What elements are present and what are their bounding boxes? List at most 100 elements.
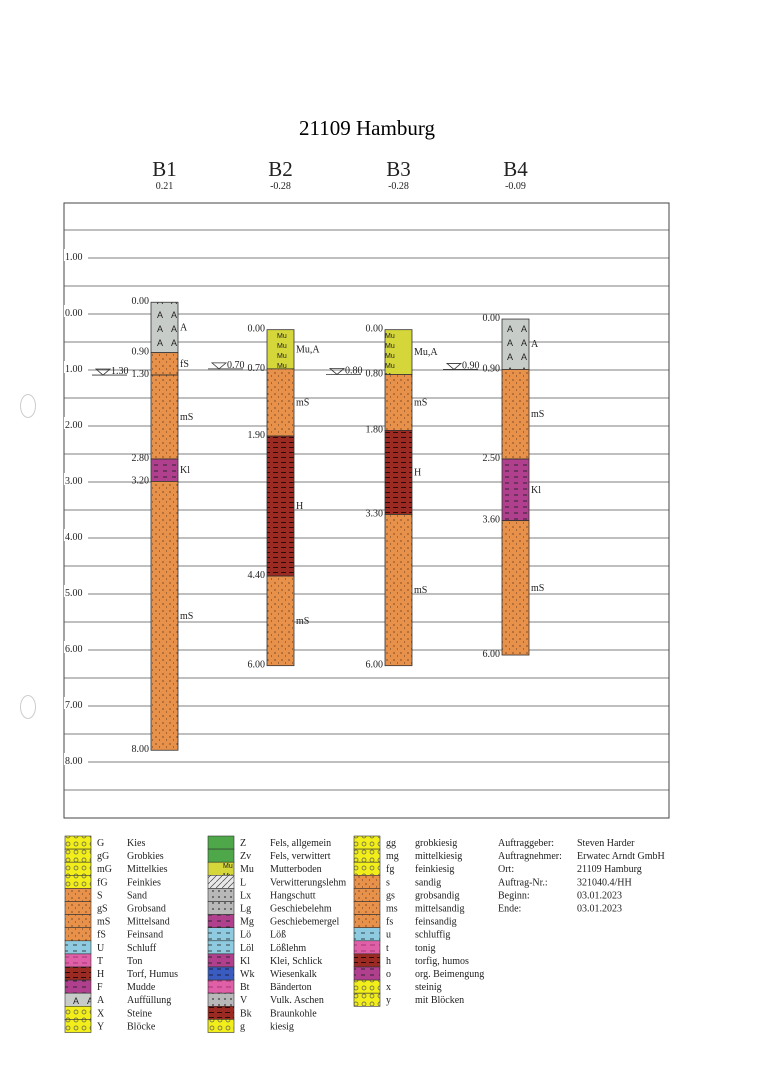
legend-swatch-gravel [64, 874, 92, 889]
info-value: 03.01.2023 [577, 904, 622, 915]
legend-name: schluffig [415, 930, 450, 941]
depth-label: 2.50 [483, 453, 501, 464]
legend-swatch-peat [207, 1005, 235, 1020]
legend-swatch-clay [207, 979, 235, 994]
borehole-b2: B2-0.28 0.00 0.70 Mu,A 1.90 mS 4.40 H 6.00 mS 0.70 [208, 157, 320, 671]
axis-tick-label: 4.00 [65, 532, 83, 543]
legend-name: Fels, verwittert [270, 851, 331, 862]
groundwater-level: 0.80 [326, 365, 363, 376]
legend-swatch-gravel [64, 861, 92, 876]
soil-code-label: mS [531, 583, 544, 594]
legend-item: mG Mittelkies [64, 861, 168, 876]
legend-name: Wiesenkalk [270, 969, 317, 980]
soil-layer-mud [150, 458, 179, 482]
legend-swatch-grey [207, 901, 235, 915]
soil-layer-mud [501, 458, 530, 522]
depth-label: 1.90 [248, 430, 266, 441]
legend-name: grobsandig [415, 890, 459, 901]
legend-name: mit Blöcken [415, 995, 464, 1006]
legend-item: X Steine [64, 1005, 153, 1020]
soil-code-label: H [296, 501, 303, 512]
legend-name: Steine [127, 1008, 153, 1019]
legend-name: Grobkies [127, 851, 164, 862]
water-level-triangle-icon [94, 368, 112, 376]
legend-code: fS [97, 930, 106, 941]
legend-swatch-hatch [207, 874, 235, 889]
legend-item: g kiesig [207, 1019, 294, 1033]
soil-layer-sand [501, 369, 530, 460]
borehole-elevation: -0.28 [270, 181, 291, 192]
depth-label: 6.00 [483, 649, 501, 660]
legend-swatch-gravel [353, 848, 381, 863]
soil-code-label: mS [180, 412, 193, 423]
punch-hole [20, 695, 36, 719]
legend-item: Mg Geschiebemergel [207, 914, 339, 928]
soil-code-label: A [531, 339, 539, 350]
legend-item: Löl Lößlehm [207, 940, 306, 955]
soil-code-label: mS [414, 397, 427, 408]
legend-item: gg grobkiesig [353, 835, 457, 850]
legend-name: sandig [415, 877, 441, 888]
legend-code: mg [386, 851, 399, 862]
legend-code: x [386, 982, 391, 993]
soil-code-label: A [180, 322, 188, 333]
legend-item: U Schluff [64, 940, 157, 955]
legend-name: Sand [127, 890, 147, 901]
legend-item: gS Grobsand [64, 901, 166, 915]
legend-item: Zv Fels, verwittert [207, 848, 331, 863]
info-label: Ort: [498, 864, 514, 875]
legend-code: Löl [240, 943, 254, 954]
page-title: 21109 Hamburg [299, 116, 435, 140]
water-level-triangle-icon [210, 362, 228, 370]
soil-code-label: fS [180, 359, 189, 370]
legend-name: Mittelsand [127, 917, 170, 928]
legend-name: Lößlehm [270, 943, 306, 954]
water-level-triangle-icon [445, 363, 463, 370]
info-value: 21109 Hamburg [577, 864, 642, 875]
legend-swatch-grey [207, 888, 235, 902]
depth-label: 0.90 [132, 347, 150, 358]
legend-item: Bk Braunkohle [207, 1005, 317, 1020]
axis-label-bg [64, 585, 88, 597]
legend-code: Y [97, 1021, 104, 1032]
axis-label-bg [64, 473, 88, 485]
legend-swatch-sand [64, 901, 92, 915]
axis-label-bg [64, 753, 88, 765]
soil-layer-peat [384, 430, 413, 515]
legend-name: Klei, Schlick [270, 956, 322, 967]
legend-item: Kl Klei, Schlick [207, 953, 322, 968]
depth-label: 0.00 [483, 313, 501, 324]
legend-code: A [97, 995, 105, 1006]
legend-name: Ton [127, 956, 142, 967]
legend-item: gs grobsandig [353, 888, 459, 902]
legend-swatch-blue [207, 966, 235, 981]
axis-tick-label: 0.00 [65, 308, 83, 319]
soil-code-label: Mu,A [414, 347, 438, 358]
soil-layer-topsoil [266, 329, 295, 370]
legend-item: u schluffig [353, 927, 450, 942]
legend-code: U [97, 943, 105, 954]
legend-swatch-sand [353, 888, 381, 902]
axis-label-bg [64, 641, 88, 653]
legend-item: A Auffüllung [64, 992, 171, 1007]
legend-swatch-sand [64, 927, 92, 942]
legend-code: t [386, 943, 389, 954]
water-level-triangle-icon [328, 368, 346, 376]
legend-code: h [386, 956, 391, 967]
depth-label: 3.30 [366, 508, 384, 519]
axis-tick-label: 5.00 [65, 588, 83, 599]
depth-label: 2.80 [132, 453, 150, 464]
legend-item: Y Blöcke [64, 1019, 156, 1033]
soil-layer-fill [150, 301, 179, 354]
legend-item: mS Mittelsand [64, 914, 170, 928]
legend-name: Mutterboden [270, 864, 322, 875]
legend-name: kiesig [270, 1021, 294, 1032]
legend-item: Mu Mutterboden [207, 861, 322, 876]
groundwater-level: 1.30 [92, 366, 129, 377]
soil-layer-peat [266, 435, 295, 577]
legend-code: y [386, 995, 391, 1006]
axis-label-bg [64, 697, 88, 709]
depth-label: 6.00 [366, 660, 384, 671]
legend-name: steinig [415, 982, 442, 993]
